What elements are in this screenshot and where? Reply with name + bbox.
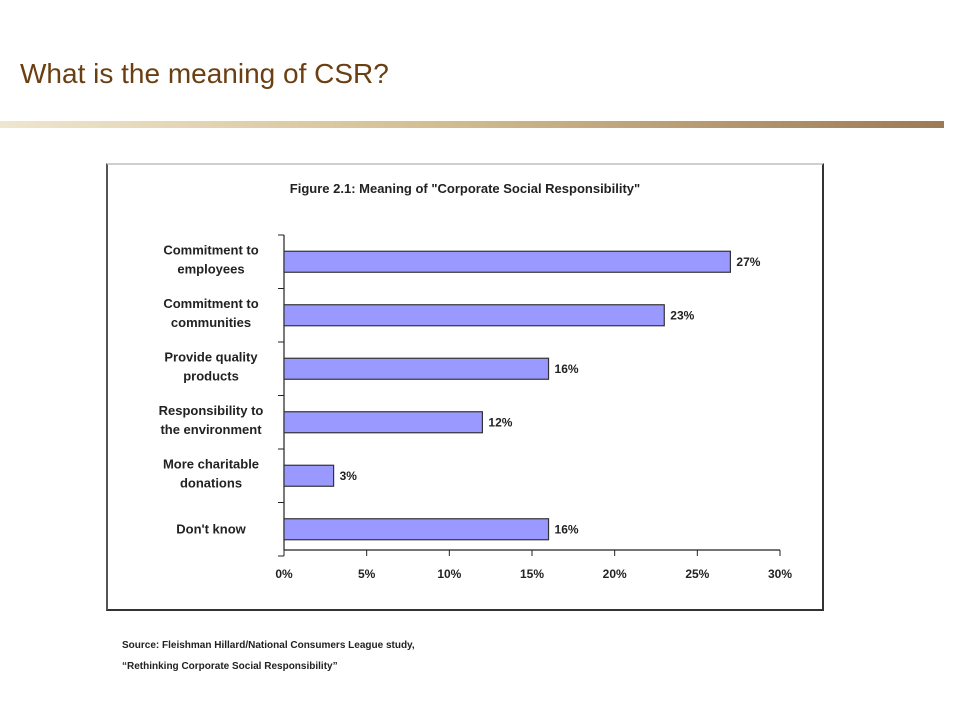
category-label: communities	[171, 315, 251, 330]
bar	[283, 357, 550, 380]
x-tick-label: 30%	[768, 567, 792, 581]
bar	[283, 518, 550, 541]
source-line-1: Source: Fleishman Hillard/National Consu…	[122, 640, 415, 651]
data-label: 12%	[488, 415, 512, 429]
category-label: employees	[177, 261, 244, 276]
bar	[283, 304, 665, 327]
category-label: Responsibility to	[159, 403, 264, 418]
category-label: Provide quality	[164, 349, 258, 364]
data-label: 16%	[555, 522, 579, 536]
bar	[283, 464, 335, 487]
x-tick-label: 10%	[437, 567, 461, 581]
category-label: the environment	[160, 422, 262, 437]
category-label: Commitment to	[163, 242, 258, 257]
x-tick-label: 25%	[685, 567, 709, 581]
category-label: Don't know	[176, 521, 246, 536]
source-line-2: “Rethinking Corporate Social Responsibil…	[122, 661, 338, 672]
x-tick-label: 20%	[603, 567, 627, 581]
chart-frame: Figure 2.1: Meaning of "Corporate Social…	[106, 163, 824, 611]
bar-chart: Figure 2.1: Meaning of "Corporate Social…	[159, 181, 793, 581]
title-divider	[0, 121, 944, 128]
slide-title: What is the meaning of CSR?	[20, 58, 389, 89]
category-label: donations	[180, 475, 242, 490]
data-label: 16%	[555, 362, 579, 376]
data-label: 27%	[736, 255, 760, 269]
x-tick-label: 5%	[358, 567, 376, 581]
data-label: 3%	[340, 469, 358, 483]
category-label: Commitment to	[163, 296, 258, 311]
chart-title: Figure 2.1: Meaning of "Corporate Social…	[290, 181, 640, 196]
x-tick-label: 15%	[520, 567, 544, 581]
data-label: 23%	[670, 308, 694, 322]
x-tick-label: 0%	[275, 567, 293, 581]
bar	[283, 250, 731, 273]
category-label: More charitable	[163, 456, 259, 471]
category-label: products	[183, 368, 239, 383]
bar	[283, 411, 483, 434]
